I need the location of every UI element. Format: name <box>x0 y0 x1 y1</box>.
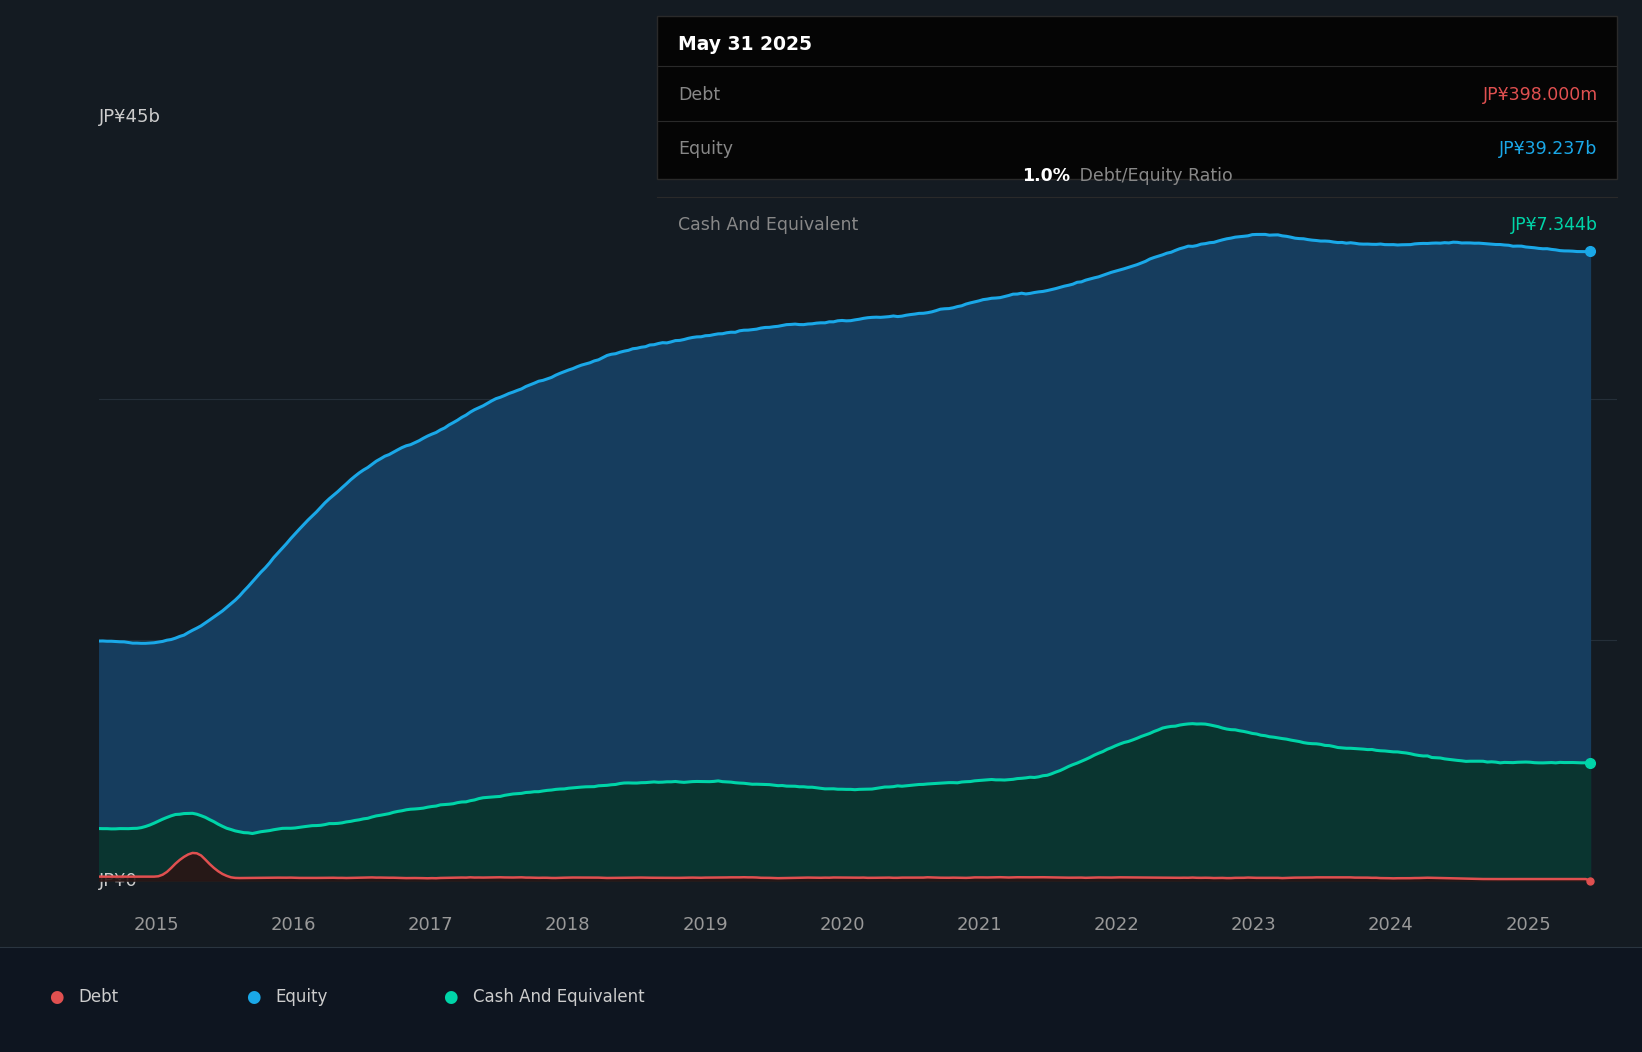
Text: Cash And Equivalent: Cash And Equivalent <box>473 988 645 1007</box>
Text: JP¥7.344b: JP¥7.344b <box>1511 216 1598 235</box>
Text: JP¥0: JP¥0 <box>99 872 138 890</box>
Text: JP¥398.000m: JP¥398.000m <box>1483 85 1598 104</box>
Text: ●: ● <box>443 988 458 1007</box>
Text: May 31 2025: May 31 2025 <box>678 35 813 54</box>
Text: Equity: Equity <box>678 140 732 159</box>
Text: Cash And Equivalent: Cash And Equivalent <box>678 216 859 235</box>
Text: 1.0%: 1.0% <box>1021 166 1071 185</box>
Text: JP¥45b: JP¥45b <box>99 108 161 126</box>
Text: Equity: Equity <box>276 988 328 1007</box>
Text: Debt: Debt <box>79 988 118 1007</box>
Text: Debt: Debt <box>678 85 721 104</box>
Text: ●: ● <box>246 988 261 1007</box>
Text: ●: ● <box>49 988 64 1007</box>
Text: Debt/Equity Ratio: Debt/Equity Ratio <box>1074 166 1233 185</box>
Text: JP¥39.237b: JP¥39.237b <box>1499 140 1598 159</box>
